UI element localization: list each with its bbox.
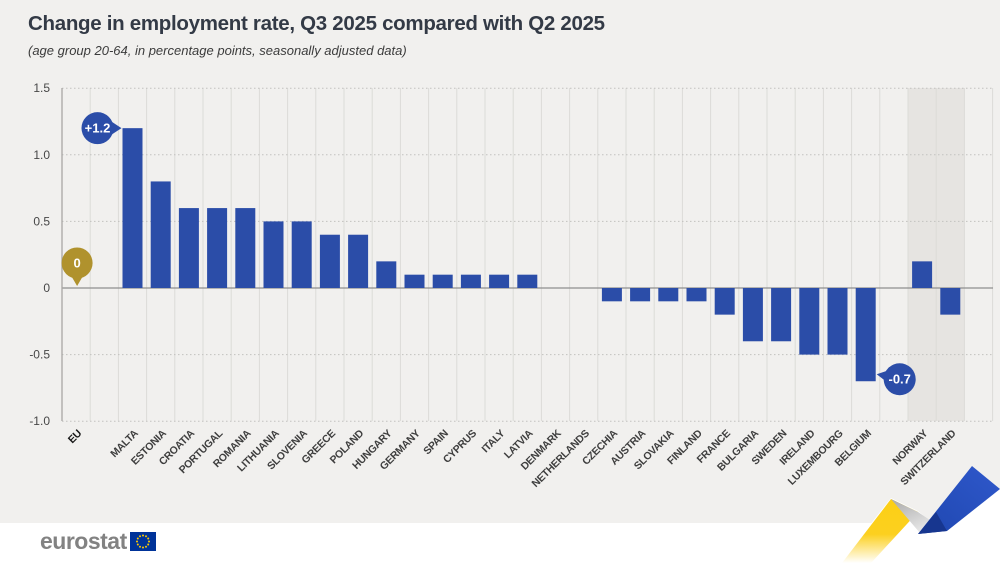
- callout-eu: 0: [61, 247, 93, 286]
- y-tick-label: 0: [43, 281, 50, 295]
- bar-luxembourg: [827, 288, 848, 355]
- callout-malta: +1.2: [81, 112, 122, 145]
- ribbon-yellow-band: [842, 499, 918, 563]
- bar-hungary: [376, 261, 397, 288]
- callout-belgium: -0.7: [876, 363, 916, 396]
- svg-text:+1.2: +1.2: [85, 121, 111, 136]
- bar-estonia: [150, 181, 171, 288]
- bar-germany: [404, 274, 425, 288]
- bar-switzerland: [940, 288, 961, 315]
- y-tick-label: 1.0: [33, 148, 50, 162]
- bar-portugal: [207, 208, 228, 288]
- bar-bulgaria: [742, 288, 763, 342]
- bar-cyprus: [460, 274, 481, 288]
- y-tick-label: 0.5: [33, 214, 50, 228]
- eurostat-logo-text: eurostat: [40, 528, 127, 554]
- bar-ireland: [799, 288, 820, 355]
- bar-norway: [912, 261, 933, 288]
- eurostat-logo: eurostat: [40, 530, 156, 553]
- svg-text:0: 0: [73, 256, 80, 271]
- bar-finland: [686, 288, 707, 302]
- eu-flag-icon: [129, 532, 156, 551]
- page-title: Change in employment rate, Q3 2025 compa…: [28, 12, 605, 35]
- bar-italy: [489, 274, 510, 288]
- employment-change-bar-chart: 1.51.00.50-0.5-1.0EU MALTAESTONIACROATIAP…: [29, 81, 994, 490]
- footer-bar: eurostat: [0, 523, 1000, 563]
- bar-sweden: [771, 288, 792, 342]
- bar-slovenia: [291, 221, 312, 288]
- ribbon-navy-fold: [918, 512, 947, 534]
- bar-spain: [432, 274, 453, 288]
- bar-romania: [235, 208, 256, 288]
- bar-lithuania: [263, 221, 284, 288]
- y-tick-label: -0.5: [29, 348, 50, 362]
- svg-text:-0.7: -0.7: [888, 372, 910, 387]
- page-subtitle: (age group 20-64, in percentage points, …: [28, 43, 407, 58]
- bar-czechia: [601, 288, 622, 302]
- bar-croatia: [178, 208, 199, 288]
- bar-austria: [630, 288, 651, 302]
- x-label-eu: EU: [66, 428, 84, 446]
- bar-france: [714, 288, 735, 315]
- bar-poland: [348, 234, 369, 288]
- y-tick-label: 1.5: [33, 81, 50, 95]
- bar-latvia: [517, 274, 538, 288]
- bar-belgium: [855, 288, 876, 382]
- bar-slovakia: [658, 288, 679, 302]
- y-tick-label: -1.0: [29, 414, 50, 428]
- chart-header: Change in employment rate, Q3 2025 compa…: [28, 12, 605, 58]
- bar-greece: [319, 234, 340, 288]
- bar-malta: [122, 128, 143, 288]
- ribbon-decoration: [840, 466, 1000, 563]
